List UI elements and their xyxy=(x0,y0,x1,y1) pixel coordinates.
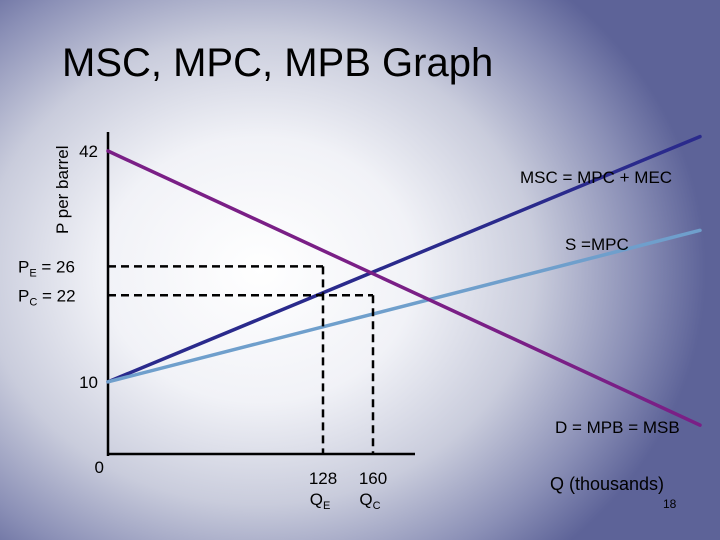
x-tick-label-128: 128 xyxy=(309,469,337,488)
series-line-msc xyxy=(106,134,702,384)
series-label-demand: D = MPB = MSB xyxy=(555,418,680,437)
y-marker-label-E: PE = 26 xyxy=(18,257,75,279)
y-tick-label-42: 42 xyxy=(79,142,98,161)
y-axis-label: P per barrel xyxy=(53,145,72,234)
series-label-msc: MSC = MPC + MEC xyxy=(520,168,672,187)
x-axis-label: Q (thousands) xyxy=(550,474,664,494)
slide-title: MSC, MPC, MPB Graph xyxy=(62,41,493,85)
x-marker-label-C: QC xyxy=(359,490,380,512)
y-tick-label-10: 10 xyxy=(79,373,98,392)
y-marker-label-C: PC = 22 xyxy=(18,286,76,308)
slide-number: 18 xyxy=(663,497,677,511)
series-line-demand xyxy=(106,149,702,427)
series-line-mpc xyxy=(106,228,702,384)
chart-plot-area: 42 10 0 MSC = MPC + MEC S =MPC D = MPB = MSB P… xyxy=(18,132,702,512)
x-tick-label-160: 160 xyxy=(359,469,387,488)
x-marker-label-E: QE xyxy=(310,490,331,512)
series-label-mpc: S =MPC xyxy=(565,235,629,254)
y-tick-label-0: 0 xyxy=(95,458,104,477)
